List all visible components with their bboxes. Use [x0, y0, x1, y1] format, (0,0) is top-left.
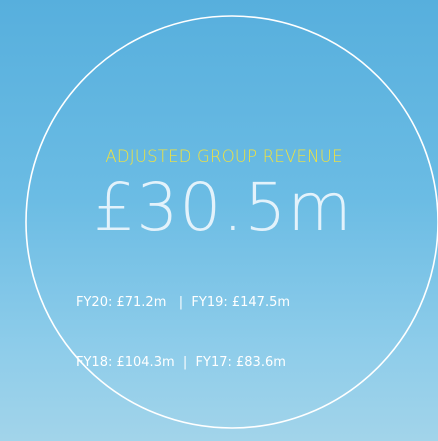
history-line: FY18: £104.3m | FY17: £83.6m [76, 355, 286, 370]
history: FY20: £71.2m | FY19: £147.5m FY18: £104.… [76, 253, 290, 413]
headline-value: £30.5m [93, 169, 353, 246]
label: ADJUSTED GROUP REVENUE [105, 147, 343, 166]
history-line: FY20: £71.2m | FY19: £147.5m [76, 295, 291, 310]
ring [25, 15, 438, 429]
